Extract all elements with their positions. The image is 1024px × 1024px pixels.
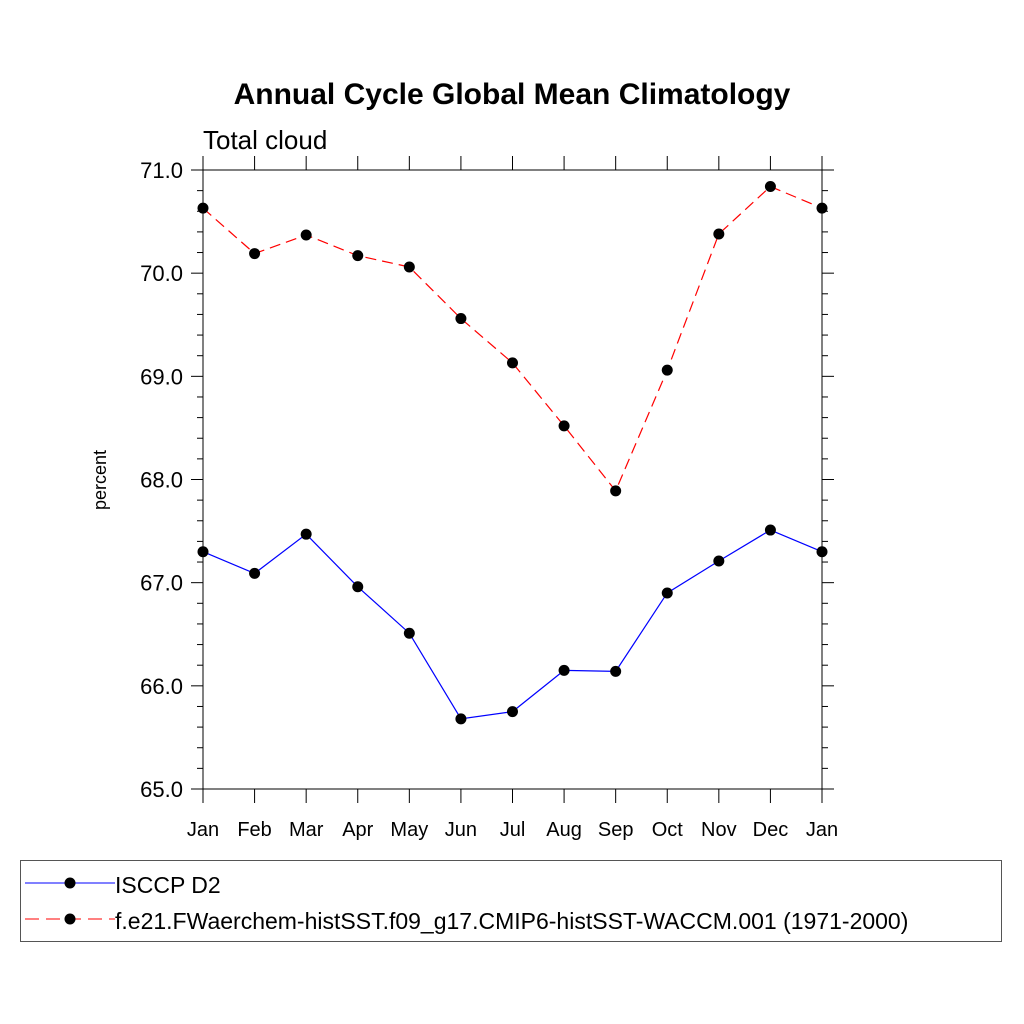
data-point-series-1 (558, 420, 570, 432)
x-tick-label: Apr (342, 819, 373, 841)
data-point-series-1 (507, 357, 518, 369)
x-tick-label: Aug (546, 819, 582, 841)
y-tick-label: 70.0 (140, 261, 183, 286)
y-tick-labels: 65.0 66.0 67.0 68.0 69.0 70.0 71.0 (140, 158, 183, 802)
data-point-series-1 (455, 313, 467, 325)
x-tick-label: Feb (237, 819, 271, 841)
legend-label-model: f.e21.FWaerchem-histSST.f09_g17.CMIP6-hi… (115, 908, 909, 934)
plot-frame (202, 169, 823, 790)
x-tick-label: Jan (187, 819, 219, 841)
data-point-series-1 (764, 181, 776, 193)
x-tick-label: Jun (445, 819, 477, 841)
data-point-series-0 (403, 627, 415, 639)
y-tick-label: 68.0 (140, 468, 183, 493)
data-point-series-0 (816, 546, 828, 558)
y-tick-label: 66.0 (140, 674, 183, 699)
data-point-series-0 (764, 524, 776, 536)
x-tick-label: Oct (652, 819, 684, 841)
series-line-1 (202, 185, 823, 493)
x-tick-label: Mar (289, 819, 324, 841)
x-tick-label: Sep (598, 819, 634, 841)
legend-item-isccp: ISCCP D2 (21, 865, 1001, 901)
x-tick-label: May (390, 819, 428, 841)
chart-svg: Annual Cycle Global Mean Climatology Tot… (90, 78, 838, 841)
legend-label-isccp: ISCCP D2 (115, 872, 221, 898)
data-point-series-0 (610, 665, 622, 677)
axis-ticks (191, 156, 834, 803)
data-point-series-1 (713, 228, 725, 240)
data-point-series-1 (197, 202, 209, 214)
y-tick-label: 67.0 (140, 571, 183, 596)
data-point-series-1 (661, 364, 673, 376)
legend-item-model: f.e21.FWaerchem-histSST.f09_g17.CMIP6-hi… (21, 901, 1001, 937)
legend-swatch-model (25, 913, 115, 925)
x-tick-label: Nov (701, 819, 737, 841)
x-tick-label: Jan (806, 819, 838, 841)
y-axis-label: percent (90, 450, 110, 510)
data-point-series-1 (352, 250, 364, 262)
data-point-series-1 (610, 485, 622, 497)
legend: ISCCP D2 f.e21.FWaerchem-histSST.f09_g17… (20, 860, 1002, 942)
series-points (197, 181, 828, 725)
chart-subtitle: Total cloud (203, 125, 327, 155)
data-point-series-0 (249, 567, 261, 579)
y-tick-label: 69.0 (140, 364, 183, 389)
data-point-series-0 (300, 528, 312, 540)
x-tick-labels: Jan Feb Mar Apr May Jun Jul Aug Sep Oct Nov Dec Jan (187, 819, 838, 841)
data-point-series-0 (661, 587, 673, 599)
data-point-series-0 (352, 581, 364, 593)
data-point-series-1 (403, 261, 415, 273)
series-lines (202, 185, 823, 720)
data-point-series-1 (249, 248, 261, 260)
x-tick-label: Dec (753, 819, 789, 841)
y-tick-label: 71.0 (140, 158, 183, 183)
data-point-series-0 (558, 664, 570, 676)
data-point-series-0 (713, 555, 725, 567)
series-line-0 (202, 529, 823, 720)
data-point-series-0 (197, 546, 209, 558)
data-point-series-0 (455, 713, 467, 725)
x-tick-label: Jul (500, 819, 526, 841)
data-point-series-1 (300, 229, 312, 241)
legend-swatch-isccp (25, 877, 115, 889)
data-point-series-0 (507, 706, 518, 718)
data-point-series-1 (816, 202, 828, 214)
chart-title: Annual Cycle Global Mean Climatology (234, 78, 791, 111)
y-tick-label: 65.0 (140, 777, 183, 802)
